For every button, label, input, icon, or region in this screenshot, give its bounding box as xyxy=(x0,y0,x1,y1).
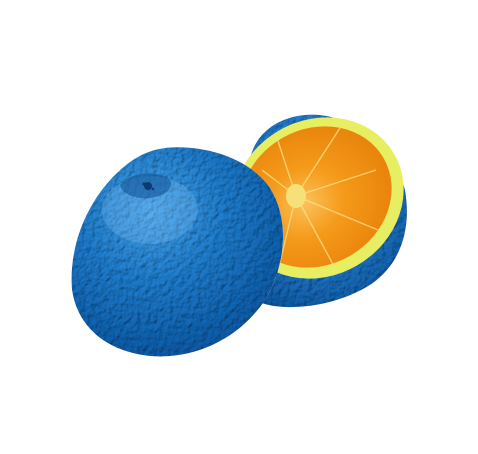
whole-half-peel xyxy=(71,147,284,357)
stem-end-icon xyxy=(120,173,172,199)
flesh-core xyxy=(286,184,306,208)
whole-orange-half xyxy=(71,147,284,357)
